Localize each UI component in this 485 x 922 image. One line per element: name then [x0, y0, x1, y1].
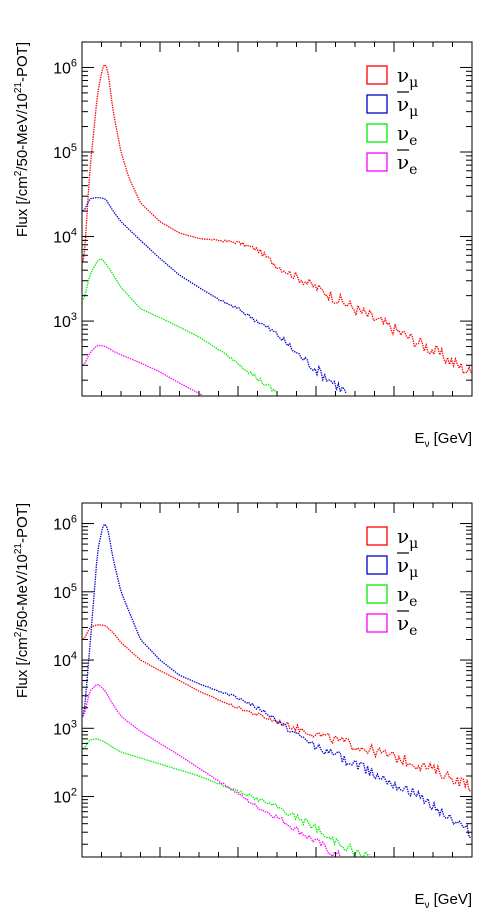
legend-label-1: νμ [397, 92, 418, 120]
series-line-1 [82, 196, 347, 394]
legend-label-2: νe [397, 582, 417, 610]
legend-swatch-1 [366, 94, 388, 114]
flux-panel-rhc: 102 103 104 105 106 Eν [GeV] Flux [/cm2/50-MeV… [0, 461, 485, 922]
y-tick-label: 105 [53, 142, 77, 162]
y-tick-label: 106 [53, 57, 77, 77]
series-line-0 [82, 624, 472, 792]
flux-panel-fhc: 103 104 105 106 Eν [GeV] Flux [/cm2/50-MeV/10… [13, 41, 473, 450]
flux-chart-rhc: 102 103 104 105 106 Eν [GeV] Flux [/cm2/50-MeV… [13, 502, 473, 911]
plot-frame [81, 41, 473, 397]
y-axis-title: Flux [/cm2/50-MeV/1021-POT] [13, 42, 31, 237]
plot-frame [81, 502, 473, 858]
y-tick-label: 102 [53, 787, 77, 807]
y-axis-title: Flux [/cm2/50-MeV/1021-POT] [13, 503, 31, 698]
legend-swatch-3 [366, 613, 388, 633]
legend-label-0: νμ [397, 524, 418, 552]
legend-swatch-2 [366, 123, 388, 143]
legend-swatch-0 [366, 526, 388, 546]
y-tick-label: 103 [53, 718, 77, 738]
series-line-0 [82, 63, 472, 375]
series-line-3 [82, 683, 341, 857]
plot-area [82, 63, 472, 396]
series-line-2 [82, 258, 277, 393]
legend-label-2: νe [397, 121, 417, 149]
legend-label-3: νe [397, 150, 417, 178]
legend-label-0: νμ [397, 63, 418, 91]
legend-label-1: νμ [397, 553, 418, 581]
y-tick-label: 104 [53, 227, 77, 247]
plot-area [82, 523, 472, 857]
series-line-1 [82, 523, 472, 839]
series-line-2 [82, 738, 370, 857]
x-axis-title: Eν [GeV] [414, 891, 472, 911]
legend-label-3: νe [397, 611, 417, 639]
flux-chart-fhc: 103 104 105 106 Eν [GeV] Flux [/cm2/50-MeV/10… [13, 41, 473, 450]
series-line-3 [82, 344, 203, 396]
legend-swatch-3 [366, 152, 388, 172]
y-tick-label: 104 [53, 650, 77, 670]
y-tick-label: 106 [53, 514, 77, 534]
legend-swatch-1 [366, 555, 388, 575]
y-tick-label: 105 [53, 582, 77, 602]
x-axis-title: Eν [GeV] [414, 430, 472, 450]
legend-swatch-0 [366, 65, 388, 85]
y-tick-label: 103 [53, 311, 77, 331]
legend-swatch-2 [366, 584, 388, 604]
